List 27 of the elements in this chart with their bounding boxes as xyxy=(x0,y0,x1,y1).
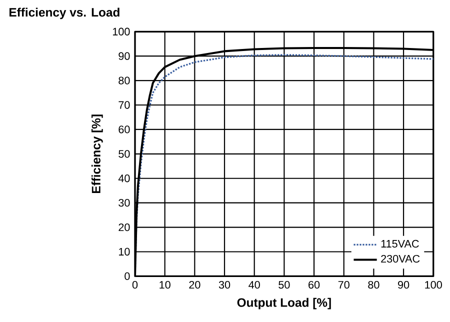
y-tick-label: 90 xyxy=(118,52,130,60)
x-tick-label: 100 xyxy=(425,280,442,289)
y-tick-label: 70 xyxy=(118,101,130,109)
y-tick-label: 80 xyxy=(118,76,130,84)
x-tick-label: 90 xyxy=(398,280,410,289)
y-tick-label: 10 xyxy=(119,248,130,256)
x-tick-label: 0 xyxy=(132,280,138,289)
x-tick-label: 40 xyxy=(248,280,260,289)
y-tick-label: 50 xyxy=(118,150,130,158)
y-tick-label: 30 xyxy=(118,198,130,207)
x-tick-label: 20 xyxy=(189,280,200,289)
chart-title: Efficiency vs. Load xyxy=(10,8,120,19)
legend-label: 115VAC xyxy=(381,240,419,248)
y-tick-label: 0 xyxy=(124,272,130,280)
x-tick-label: 80 xyxy=(368,280,380,289)
x-axis-title: Output Load [%] xyxy=(237,298,331,310)
y-tick-label: 40 xyxy=(118,174,130,182)
x-tick-label: 70 xyxy=(338,280,350,289)
y-tick-label: 20 xyxy=(118,223,130,232)
x-tick-label: 10 xyxy=(160,280,170,289)
x-tick-label: 50 xyxy=(278,280,290,289)
x-tick-label: 30 xyxy=(218,280,230,289)
y-axis-title: Efficiency [%] xyxy=(91,114,103,193)
y-tick-label: 100 xyxy=(112,28,130,36)
x-tick-label: 60 xyxy=(308,280,320,289)
legend-label: 230VAC xyxy=(381,254,420,263)
y-tick-label: 60 xyxy=(118,126,130,134)
